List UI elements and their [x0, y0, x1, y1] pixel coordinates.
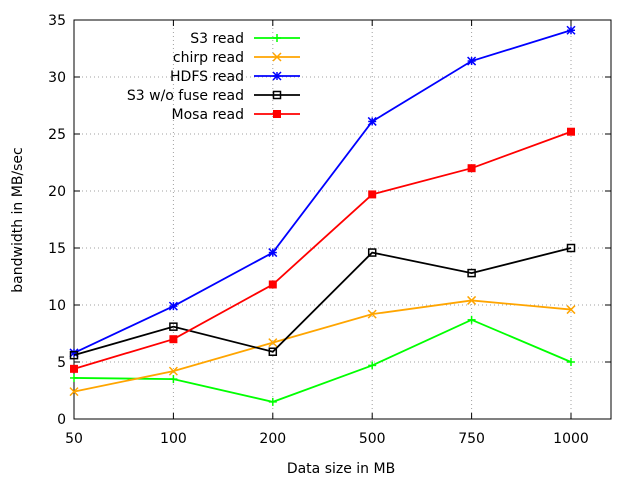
data-point — [467, 268, 476, 278]
legend-label: S3 read — [190, 31, 244, 47]
legend-label: Mosa read — [172, 107, 245, 123]
legend-item-2: HDFS read — [170, 69, 300, 85]
data-point — [69, 387, 79, 397]
legend-marker — [272, 52, 282, 62]
data-point — [367, 309, 377, 319]
legend-label: chirp read — [173, 50, 244, 66]
series-line — [73, 318, 572, 403]
data-point — [567, 127, 575, 136]
data-point — [69, 350, 79, 360]
legend-item-4: Mosa read — [172, 107, 300, 123]
legend-item-3: S3 w/o fuse read — [127, 88, 300, 104]
data-point — [169, 322, 178, 331]
data-point — [268, 248, 278, 258]
legend-marker — [272, 71, 282, 81]
data-point — [567, 358, 575, 366]
data-point — [169, 335, 178, 344]
legend-marker — [273, 34, 281, 42]
y-tick-label: 5 — [57, 355, 66, 371]
y-tick-label: 35 — [48, 13, 66, 29]
data-point — [467, 295, 477, 305]
series-0 — [70, 315, 575, 406]
data-point — [69, 348, 79, 358]
x-tick-label: 100 — [160, 431, 187, 447]
y-axis-label: bandwidth in MB/sec — [10, 147, 26, 292]
legend-marker — [273, 110, 281, 118]
y-tick-label: 25 — [48, 127, 66, 143]
data-point — [168, 366, 178, 376]
series-2 — [69, 25, 576, 358]
series-line — [73, 299, 572, 393]
x-tick-label: 50 — [65, 431, 83, 447]
plot-area — [73, 19, 612, 420]
y-tick-label: 20 — [48, 184, 66, 200]
data-point — [566, 305, 576, 315]
series-group — [69, 25, 576, 406]
data-point — [169, 375, 178, 384]
data-point — [368, 361, 377, 370]
data-point — [368, 190, 377, 199]
data-point — [268, 280, 277, 289]
legend-label: HDFS read — [170, 69, 244, 85]
data-point — [70, 364, 78, 373]
data-point — [467, 315, 476, 324]
series-4 — [70, 127, 575, 373]
data-point — [566, 25, 576, 35]
x-tick-label: 200 — [259, 431, 286, 447]
data-point — [367, 248, 377, 257]
series-1 — [69, 295, 576, 397]
data-point — [168, 301, 178, 311]
data-point — [467, 56, 477, 66]
legend-item-1: chirp read — [173, 50, 300, 66]
grid-lines — [74, 20, 611, 419]
series-3 — [69, 243, 576, 360]
data-point — [70, 373, 78, 382]
series-line — [73, 29, 572, 354]
y-tick-label: 15 — [48, 241, 66, 257]
x-tick-label: 1000 — [553, 431, 589, 447]
legend-label: S3 w/o fuse read — [127, 88, 244, 104]
y-tick-label: 30 — [48, 70, 66, 86]
x-tick-label: 750 — [458, 431, 485, 447]
x-axis-label: Data size in MB — [287, 461, 395, 477]
data-point — [467, 164, 476, 173]
y-tick-label: 10 — [48, 298, 66, 314]
legend-marker — [272, 90, 282, 100]
series-line — [73, 247, 572, 357]
data-point — [268, 397, 277, 406]
data-point — [566, 243, 576, 253]
data-point — [268, 338, 278, 348]
legend-item-0: S3 read — [190, 31, 300, 47]
series-line — [73, 130, 572, 370]
plot-frame — [73, 19, 612, 420]
y-tick-label: 0 — [57, 412, 66, 428]
data-point — [268, 347, 278, 356]
x-tick-label: 500 — [359, 431, 386, 447]
legend: S3 read chirp read HDFS read S3 w/o fuse re… — [127, 31, 300, 123]
data-point — [367, 116, 377, 126]
axis-ticks: 0 5 10 15 20 25 30 35 50 100 200 500 750 1000 — [48, 13, 611, 447]
